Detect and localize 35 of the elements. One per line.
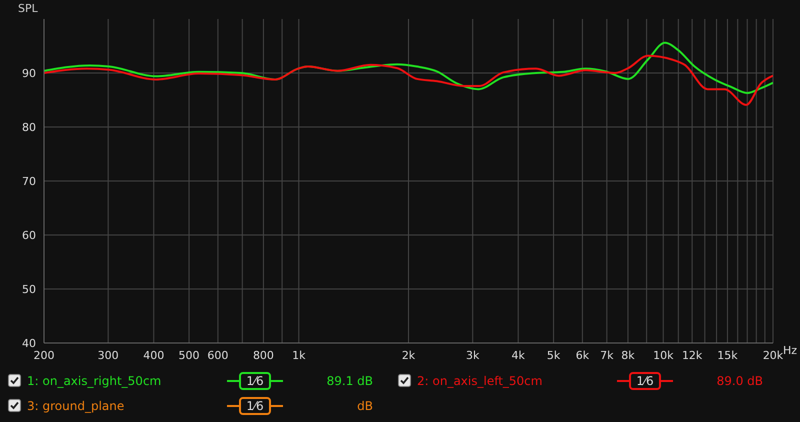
x-tick-label: 600	[207, 348, 228, 362]
x-tick-label: 3k	[466, 348, 480, 362]
x-tick-label: 500	[178, 348, 200, 362]
x-tick-label: 10k	[653, 348, 674, 362]
text: 1⁄6	[239, 372, 271, 390]
x-tick-label: 300	[98, 348, 119, 362]
y-tick-label: 50	[22, 282, 36, 296]
x-tick-label: 1k	[292, 348, 306, 362]
x-tick-label: 20k	[762, 348, 784, 362]
y-tick-label: 60	[22, 228, 36, 242]
y-tick-label: 40	[22, 336, 36, 350]
x-tick-label: 5k	[546, 348, 561, 362]
x-tick-label: 7k	[600, 348, 614, 362]
y-tick-label: 90	[22, 66, 36, 80]
x-tick-label: 12k	[682, 348, 703, 362]
x-tick-label: 6k	[576, 348, 590, 362]
text: dB	[356, 398, 373, 412]
x-tick-label: 4k	[512, 348, 526, 362]
text: 1⁄6	[629, 372, 661, 390]
y-tick-label: 70	[22, 174, 36, 188]
x-tick-label: 200	[34, 348, 54, 362]
x-axis-title: Hz	[783, 344, 798, 357]
text: 89.1 dB	[326, 374, 373, 388]
x-tick-label: 15k	[717, 348, 738, 362]
y-tick-label: 80	[22, 120, 36, 134]
text: 3: ground_plane	[27, 398, 126, 412]
x-tick-label: 800	[252, 348, 274, 362]
x-tick-label: 2k	[402, 348, 416, 362]
text: 1: on_axis_right_50cm	[27, 374, 162, 388]
text: 1⁄6	[239, 396, 271, 414]
text: 89.0 dB	[716, 374, 763, 388]
text: 2: on_axis_left_50cm	[417, 374, 544, 388]
x-tick-label: 400	[143, 348, 164, 362]
x-tick-label: 8k	[621, 348, 636, 362]
y-axis-title: SPL	[18, 2, 38, 15]
